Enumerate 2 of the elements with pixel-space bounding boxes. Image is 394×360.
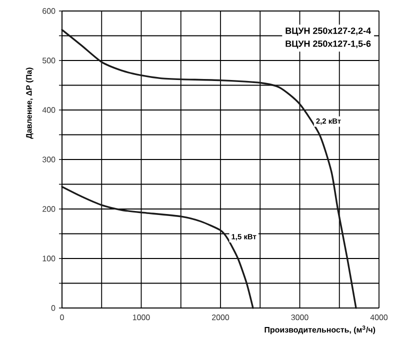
annotation: ВЦУН 250x127-1,5-6	[286, 40, 371, 49]
annotation: ВЦУН 250x127-2,2-4	[286, 28, 371, 36]
